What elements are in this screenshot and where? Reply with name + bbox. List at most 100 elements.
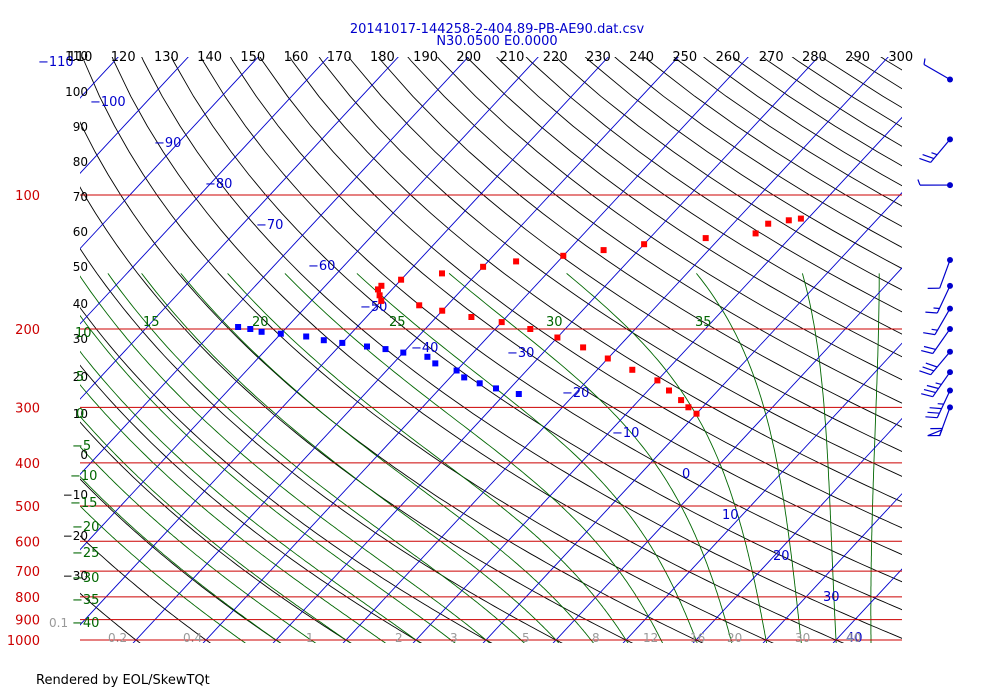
dewpoint-point xyxy=(247,326,254,332)
saturated-adiabat-label: 25 xyxy=(389,315,406,330)
isotherm-label: 40 xyxy=(846,631,863,646)
isotherm-line xyxy=(80,57,189,174)
dewpoint-point xyxy=(382,346,389,353)
temperature-point xyxy=(416,302,423,309)
isotherm-line xyxy=(552,267,902,643)
moist-adiabat-line xyxy=(80,314,456,643)
dry-adiabat-line xyxy=(407,57,902,404)
wind-barb xyxy=(917,179,953,189)
top-axis-label: 160 xyxy=(284,50,309,65)
dewpoint-point xyxy=(258,328,265,335)
footer-credit: Rendered by EOL/SkewTQt xyxy=(36,673,210,688)
wind-barb xyxy=(921,369,953,398)
pressure-label: 300 xyxy=(15,401,40,416)
temperature-point xyxy=(629,366,636,373)
moist-adiabat-line xyxy=(80,446,317,643)
temperature-point xyxy=(654,377,661,384)
isotherm-line xyxy=(959,0,1000,658)
isotherm-label: −60 xyxy=(308,259,335,274)
isotherm-label: −100 xyxy=(90,95,126,110)
saturated-adiabat-label: 10 xyxy=(75,326,92,341)
dewpoint-point xyxy=(277,330,284,337)
saturated-adiabat-label: 5 xyxy=(76,370,84,385)
altitude-label: 100 xyxy=(65,85,88,99)
temperature-point xyxy=(580,344,587,351)
pressure-label: 200 xyxy=(15,323,40,338)
dry-adiabat-line xyxy=(80,421,352,643)
altitude-label: 40 xyxy=(73,297,88,311)
isotherm-label: −90 xyxy=(154,136,181,151)
temperature-point xyxy=(765,220,772,227)
dry-adiabat-line xyxy=(82,57,774,643)
temperature-point xyxy=(375,286,381,293)
isotherm-line xyxy=(80,57,609,626)
altitude-label: 80 xyxy=(73,155,88,169)
top-axis-label: 250 xyxy=(672,50,697,65)
isotherm-label: −20 xyxy=(562,386,589,401)
top-axis-label: 290 xyxy=(845,50,870,65)
top-axis-label: 150 xyxy=(240,50,265,65)
temperature-point xyxy=(752,230,759,237)
dewpoint-point xyxy=(364,343,370,350)
mixing-ratio-label: 16 xyxy=(690,631,705,645)
top-axis-label: 180 xyxy=(370,50,395,65)
isotherm-label: −40 xyxy=(411,341,438,356)
saturated-adiabat-label: −20 xyxy=(72,520,99,535)
mixing-ratio-label: 1 xyxy=(306,631,314,645)
temperature-point xyxy=(702,235,709,242)
top-axis-label: 170 xyxy=(327,50,352,65)
chart-subtitle: N30.0500 E0.0000 xyxy=(436,34,557,49)
mixing-ratio-label: 12 xyxy=(643,631,658,645)
chart-title: 20141017-144258-2-404.89-PB-AE90.dat.csv xyxy=(350,22,645,37)
top-axis-label: 230 xyxy=(586,50,611,65)
top-axis-label: 280 xyxy=(802,50,827,65)
isotherm-line xyxy=(80,57,329,325)
mixing-ratio-label: 20 xyxy=(727,631,742,645)
moist-adiabat-line xyxy=(107,273,525,643)
temperature-point xyxy=(554,334,561,341)
pressure-label: 400 xyxy=(15,457,40,472)
saturated-adiabat-label: 20 xyxy=(252,315,269,330)
temperature-point xyxy=(480,263,487,270)
mixing-ratio-label: 5 xyxy=(522,631,530,645)
isotherm-line xyxy=(342,57,889,643)
saturated-adiabat-label: −40 xyxy=(72,616,99,631)
top-axis-label: 190 xyxy=(413,50,438,65)
isotherm-label: 20 xyxy=(773,549,790,564)
moist-adiabat-line xyxy=(80,415,352,643)
moist-adiabat-line xyxy=(180,273,594,643)
altitude-label: −10 xyxy=(63,488,88,502)
altitude-label: 20 xyxy=(73,370,88,384)
pressure-label: 700 xyxy=(15,565,40,580)
saturated-adiabat-label: −10 xyxy=(70,469,97,484)
altitude-label: −20 xyxy=(63,529,88,543)
mixing-ratio-label: 0.2 xyxy=(108,631,127,645)
saturated-adiabat-label: −30 xyxy=(72,571,99,586)
moist-adiabat-line xyxy=(870,273,880,643)
saturated-adiabat-label: −25 xyxy=(72,546,99,561)
moist-adiabat-line xyxy=(80,384,387,643)
corner-label: −110 xyxy=(38,55,74,70)
moist-adiabat-line xyxy=(80,505,246,643)
altitude-label: −30 xyxy=(63,569,88,583)
dewpoint-point xyxy=(303,333,310,340)
dewpoint-point xyxy=(453,367,460,374)
dry-adiabat-line xyxy=(259,57,902,529)
isotherm-line xyxy=(80,57,539,551)
top-axis-label: 120 xyxy=(111,50,136,65)
temperature-point xyxy=(641,241,648,248)
isotherm-line xyxy=(80,57,399,400)
mixing-ratio-label: 3 xyxy=(450,631,458,645)
isotherm-line xyxy=(889,0,1000,658)
saturated-adiabat-label: −35 xyxy=(72,593,99,608)
isotherm-label: −80 xyxy=(205,177,232,192)
pressure-label: 600 xyxy=(15,535,40,550)
dewpoint-point xyxy=(515,391,522,397)
altitude-label: 30 xyxy=(73,332,88,346)
top-axis-label: 270 xyxy=(759,50,784,65)
temperature-point xyxy=(678,397,685,404)
dry-adiabat-line xyxy=(436,57,902,381)
temperature-point xyxy=(398,276,405,283)
pressure-label: 100 xyxy=(15,189,40,204)
